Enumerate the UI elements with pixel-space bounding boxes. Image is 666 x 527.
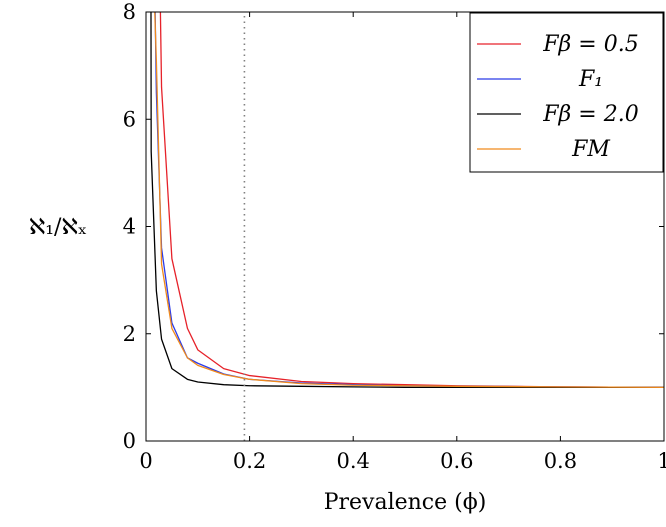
x-tick-label: 1	[657, 449, 666, 473]
y-tick-label: 4	[123, 215, 136, 239]
series-line-4	[154, 12, 664, 389]
y-axis-label: ℵ₁/ℵₓ	[29, 215, 87, 240]
legend-label-2: F₁	[578, 67, 603, 92]
legend: Fβ = 0.5 F₁ Fβ = 2.0 FM	[469, 12, 664, 173]
series-line-3	[150, 12, 664, 389]
y-tick-label: 0	[123, 429, 136, 453]
y-tick-label: 2	[123, 322, 136, 346]
legend-box	[469, 12, 664, 173]
x-tick-label: 0	[139, 449, 152, 473]
x-tick-label: 0.8	[544, 449, 577, 473]
x-tick-label: 0.2	[233, 449, 266, 473]
series-layer	[150, 12, 664, 389]
y-tick-label: 8	[123, 0, 136, 24]
y-tick-label: 6	[123, 107, 136, 131]
x-tick-label: 0.6	[440, 449, 473, 473]
legend-label-4: FM	[571, 137, 610, 162]
x-tick-label: 0.4	[336, 449, 369, 473]
ticks-layer: 0 0.2 0.4 0.6 0.8 1 0 2 4 6 8	[123, 0, 666, 473]
legend-label-3: Fβ = 2.0	[542, 102, 638, 127]
x-axis-label: Prevalence (ϕ)	[324, 490, 487, 515]
legend-label-1: Fβ = 0.5	[542, 32, 638, 57]
series-line-1	[159, 12, 664, 389]
